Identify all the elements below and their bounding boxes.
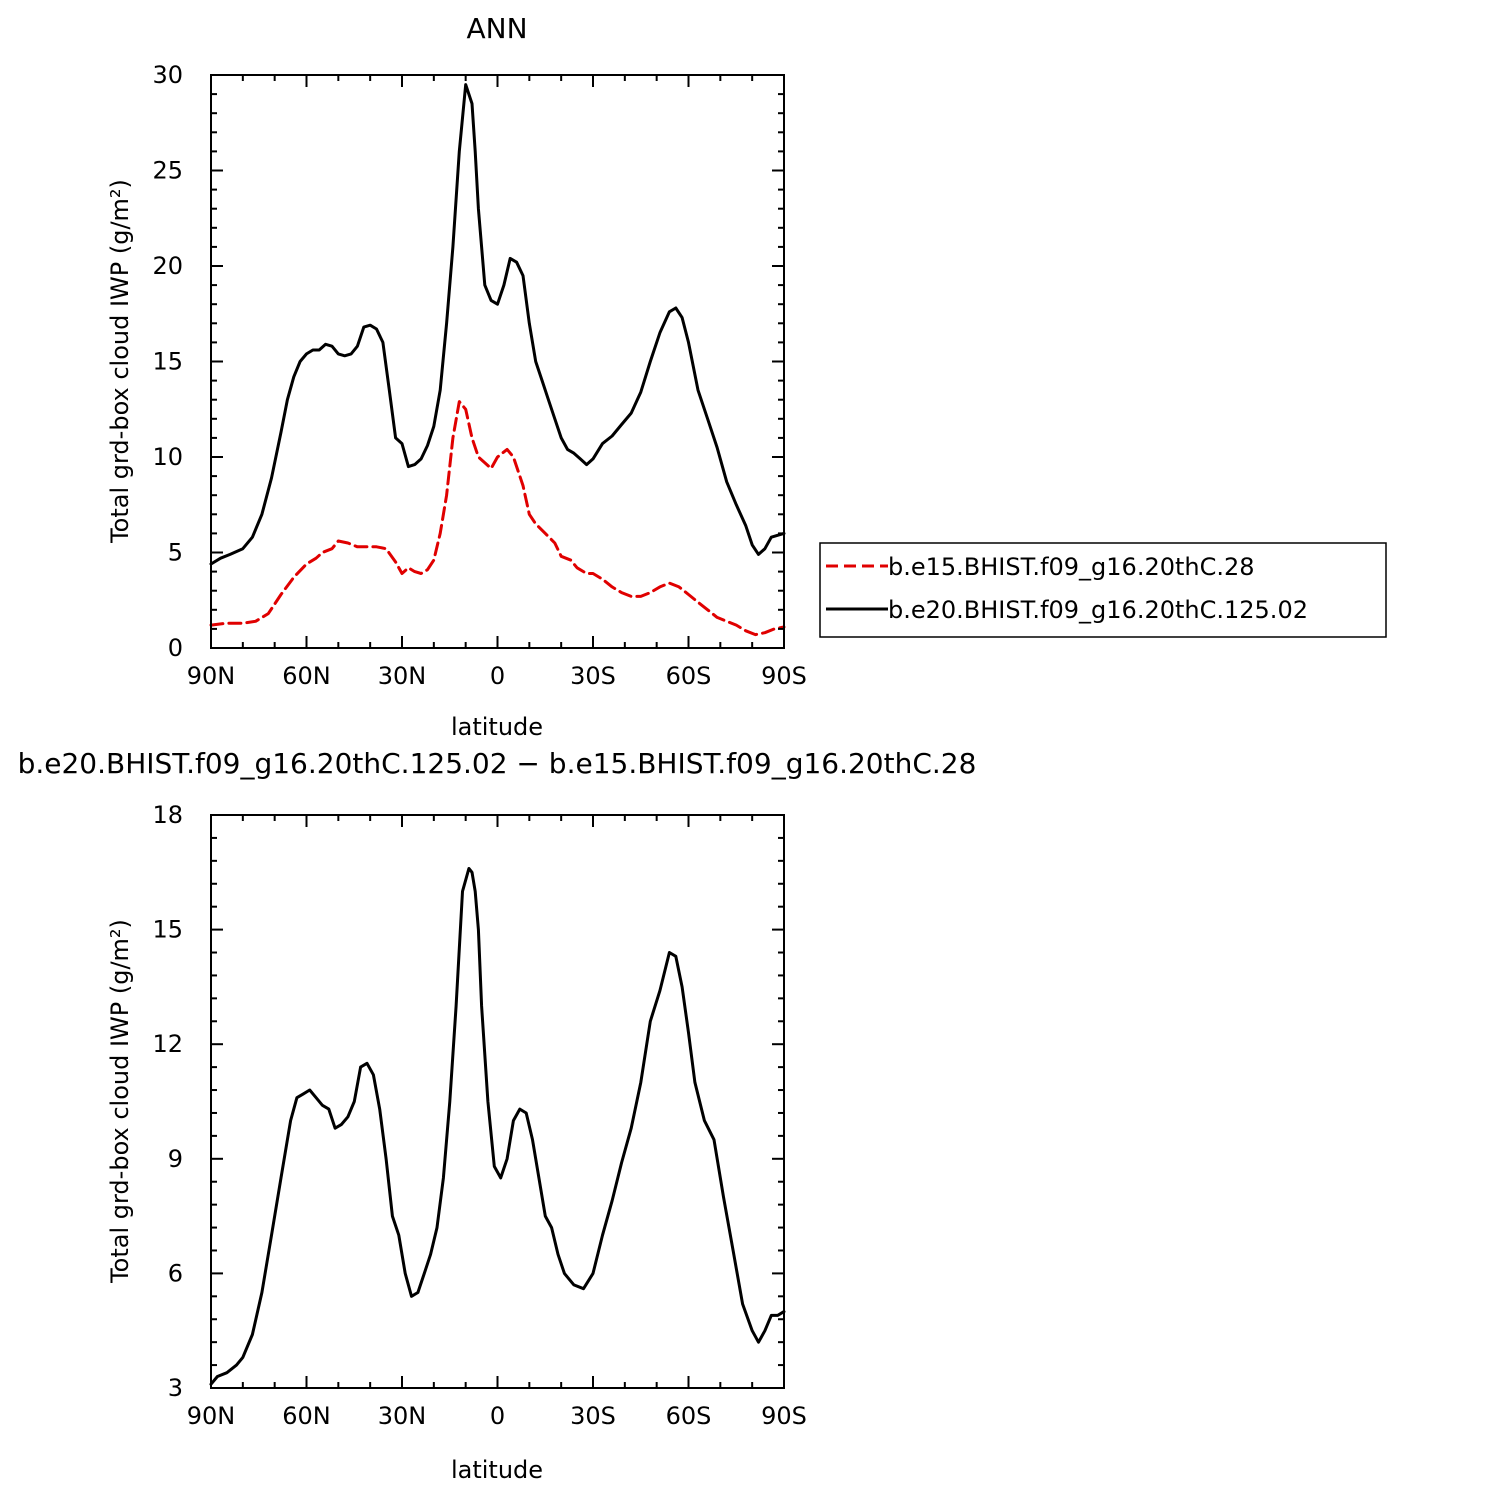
y-tick-label: 15 — [152, 916, 183, 944]
x-tick-label: 60N — [282, 1402, 331, 1430]
y-axis-label: Total grd-box cloud IWP (g/m²) — [106, 919, 134, 1284]
x-tick-label: 30S — [570, 1402, 616, 1430]
x-tick-label: 60S — [666, 662, 712, 690]
x-tick-label: 0 — [490, 1402, 505, 1430]
y-tick-label: 18 — [152, 801, 183, 829]
chart-title: ANN — [466, 12, 527, 45]
y-tick-label: 5 — [168, 539, 183, 567]
y-tick-label: 3 — [168, 1374, 183, 1402]
x-tick-label: 90N — [187, 662, 236, 690]
y-tick-label: 9 — [168, 1145, 183, 1173]
x-tick-label: 90S — [761, 662, 807, 690]
y-tick-label: 20 — [152, 252, 183, 280]
series-lines — [209, 83, 786, 637]
legend-entry-e20: b.e20.BHIST.f09_g16.20thC.125.02 — [888, 596, 1308, 624]
tick-labels: 90N 60N 30N 0 30S 60S 90S 0 5 10 15 20 25 30 — [152, 61, 806, 690]
x-tick-label: 30S — [570, 662, 616, 690]
x-tick-label: 30N — [378, 1402, 427, 1430]
series-line-1 — [209, 83, 786, 566]
y-tick-label: 6 — [168, 1259, 183, 1287]
y-tick-label: 12 — [152, 1030, 183, 1058]
x-tick-label: 0 — [490, 662, 505, 690]
x-axis-label: latitude — [451, 1456, 543, 1484]
y-tick-label: 10 — [152, 443, 183, 471]
x-tick-label: 30N — [378, 662, 427, 690]
series-line-0 — [209, 867, 786, 1386]
legend-box — [819, 542, 1387, 638]
tick-labels: 90N 60N 30N 0 30S 60S 90S 3 6 9 12 15 18 — [152, 801, 806, 1430]
series-lines — [209, 867, 786, 1386]
x-axis-label: latitude — [451, 713, 543, 741]
x-tick-label: 90N — [187, 1402, 236, 1430]
legend-entry-e15: b.e15.BHIST.f09_g16.20thC.28 — [888, 553, 1255, 581]
axis-ticks — [210, 74, 785, 649]
x-tick-label: 60S — [666, 1402, 712, 1430]
chart-title: b.e20.BHIST.f09_g16.20thC.125.02 − b.e15… — [18, 747, 977, 780]
y-tick-label: 30 — [152, 61, 183, 89]
y-tick-label: 15 — [152, 348, 183, 376]
x-tick-label: 90S — [761, 1402, 807, 1430]
y-tick-label: 25 — [152, 157, 183, 185]
axis-ticks — [210, 814, 785, 1389]
series-line-0 — [209, 400, 786, 637]
x-tick-label: 60N — [282, 662, 331, 690]
y-tick-label: 0 — [168, 634, 183, 662]
legend: b.e15.BHIST.f09_g16.20thC.28 b.e20.BHIST… — [819, 542, 1387, 638]
chart-panel-annual: ANN 90N 60N 30N 0 30S 60S 90S 0 5 10 15 20 25 30 lati… — [106, 12, 1387, 741]
y-axis-label: Total grd-box cloud IWP (g/m²) — [106, 179, 134, 544]
chart-panel-difference: b.e20.BHIST.f09_g16.20thC.125.02 − b.e15… — [18, 747, 977, 1484]
plot-frame — [210, 74, 785, 649]
